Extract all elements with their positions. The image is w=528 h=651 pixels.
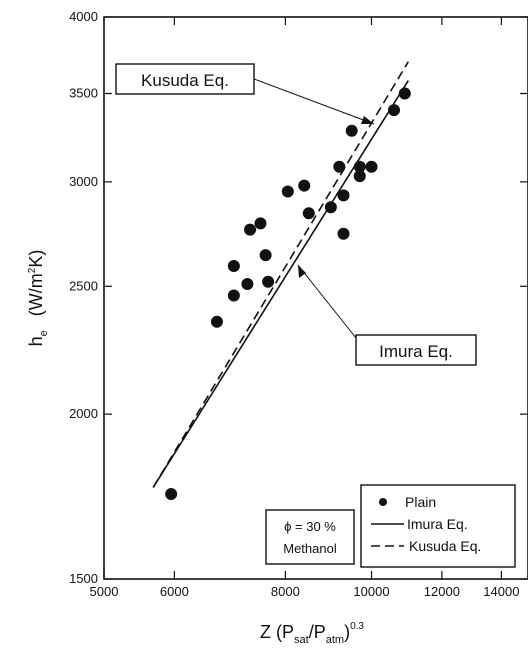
imura-callout-arrow bbox=[297, 264, 357, 339]
x-label-main: Z (P bbox=[260, 622, 294, 642]
data-point bbox=[262, 275, 275, 288]
legend: Plain Imura Eq. Kusuda Eq. bbox=[360, 484, 516, 568]
y-tick-label: 4000 bbox=[69, 9, 98, 24]
kusuda-callout-arrowhead bbox=[361, 116, 374, 124]
legend-marker-plain bbox=[379, 498, 387, 506]
imura-callout-box bbox=[355, 334, 477, 366]
y-tick-label: 3000 bbox=[69, 174, 98, 189]
imura-callout: Imura Eq. bbox=[297, 264, 477, 366]
y-label-units-open: (W/m bbox=[26, 273, 46, 316]
y-tick-label: 2000 bbox=[69, 406, 98, 421]
imura-callout-arrowhead bbox=[298, 265, 306, 278]
data-point bbox=[298, 179, 311, 192]
kusuda-callout: Kusuda Eq. bbox=[115, 63, 375, 125]
condition-note-line-1: ϕ = 30 % bbox=[284, 519, 336, 534]
x-axis-label: Z (Psat/Patm)0.3 bbox=[260, 621, 364, 646]
imura-eq-line bbox=[152, 80, 409, 488]
y-label-main: h bbox=[26, 336, 46, 346]
data-point bbox=[333, 160, 346, 173]
kusuda-callout-arrow bbox=[253, 78, 375, 125]
data-point bbox=[227, 289, 240, 302]
data-point bbox=[365, 160, 378, 173]
data-point bbox=[241, 278, 254, 291]
kusuda-callout-label: Kusuda Eq. bbox=[141, 71, 229, 90]
data-point bbox=[324, 201, 337, 214]
condition-note: ϕ = 30 % Methanol bbox=[265, 509, 355, 565]
data-point bbox=[353, 160, 366, 173]
y-label-units-sup: 2 bbox=[27, 267, 38, 273]
data-point bbox=[244, 223, 257, 236]
x-tick-labels: 5000 6000 8000 10000 12000 14000 bbox=[90, 584, 520, 599]
axis-ticks bbox=[103, 16, 528, 580]
x-label-sup: 0.3 bbox=[350, 621, 364, 632]
data-point bbox=[210, 315, 223, 328]
plot-frame bbox=[103, 16, 528, 580]
x-tick-label: 6000 bbox=[160, 584, 189, 599]
legend-label-kusuda: Kusuda Eq. bbox=[409, 538, 481, 554]
y-tick-label: 3500 bbox=[69, 86, 98, 101]
data-point bbox=[345, 124, 358, 137]
x-label-sub1: sat bbox=[294, 634, 309, 646]
data-point bbox=[281, 185, 294, 198]
imura-callout-label: Imura Eq. bbox=[379, 342, 453, 361]
x-tick-label: 12000 bbox=[424, 584, 460, 599]
x-label-sub2: atm bbox=[326, 634, 344, 646]
data-point bbox=[302, 207, 315, 220]
y-tick-label: 2500 bbox=[69, 278, 98, 293]
legend-box bbox=[360, 484, 516, 568]
y-tick-labels: 1500 2000 2500 3000 3500 4000 bbox=[69, 9, 98, 586]
legend-label-imura: Imura Eq. bbox=[407, 516, 468, 532]
data-point bbox=[388, 104, 401, 117]
condition-note-box bbox=[265, 509, 355, 565]
data-point bbox=[259, 249, 272, 262]
y-label-sub: e bbox=[38, 330, 50, 336]
x-label-mid: /P bbox=[309, 622, 326, 642]
svg-text:he(W/m2K): he (W/m2K) bbox=[26, 250, 50, 347]
x-label-close: ) bbox=[344, 622, 350, 642]
data-points bbox=[165, 87, 411, 500]
fit-lines bbox=[152, 61, 409, 488]
y-label-units-close: K) bbox=[26, 250, 46, 268]
kusuda-eq-line bbox=[152, 61, 409, 488]
data-point bbox=[398, 87, 411, 100]
condition-note-line-2: Methanol bbox=[283, 541, 337, 556]
legend-label-plain: Plain bbox=[405, 494, 436, 510]
data-point bbox=[337, 189, 350, 202]
data-point bbox=[165, 487, 178, 500]
y-tick-label: 1500 bbox=[69, 571, 98, 586]
y-axis-label: he (W/m2K) bbox=[26, 250, 50, 347]
data-point bbox=[337, 227, 350, 240]
x-tick-label: 14000 bbox=[483, 584, 519, 599]
data-point bbox=[353, 170, 366, 183]
x-tick-label: 8000 bbox=[271, 584, 300, 599]
data-point bbox=[254, 217, 267, 230]
svg-text:Z (Psat/Patm)0.3: Z (Psat/Patm)0.3 bbox=[260, 621, 364, 646]
x-tick-label: 5000 bbox=[90, 584, 119, 599]
x-tick-label: 10000 bbox=[353, 584, 389, 599]
data-point bbox=[227, 260, 240, 273]
